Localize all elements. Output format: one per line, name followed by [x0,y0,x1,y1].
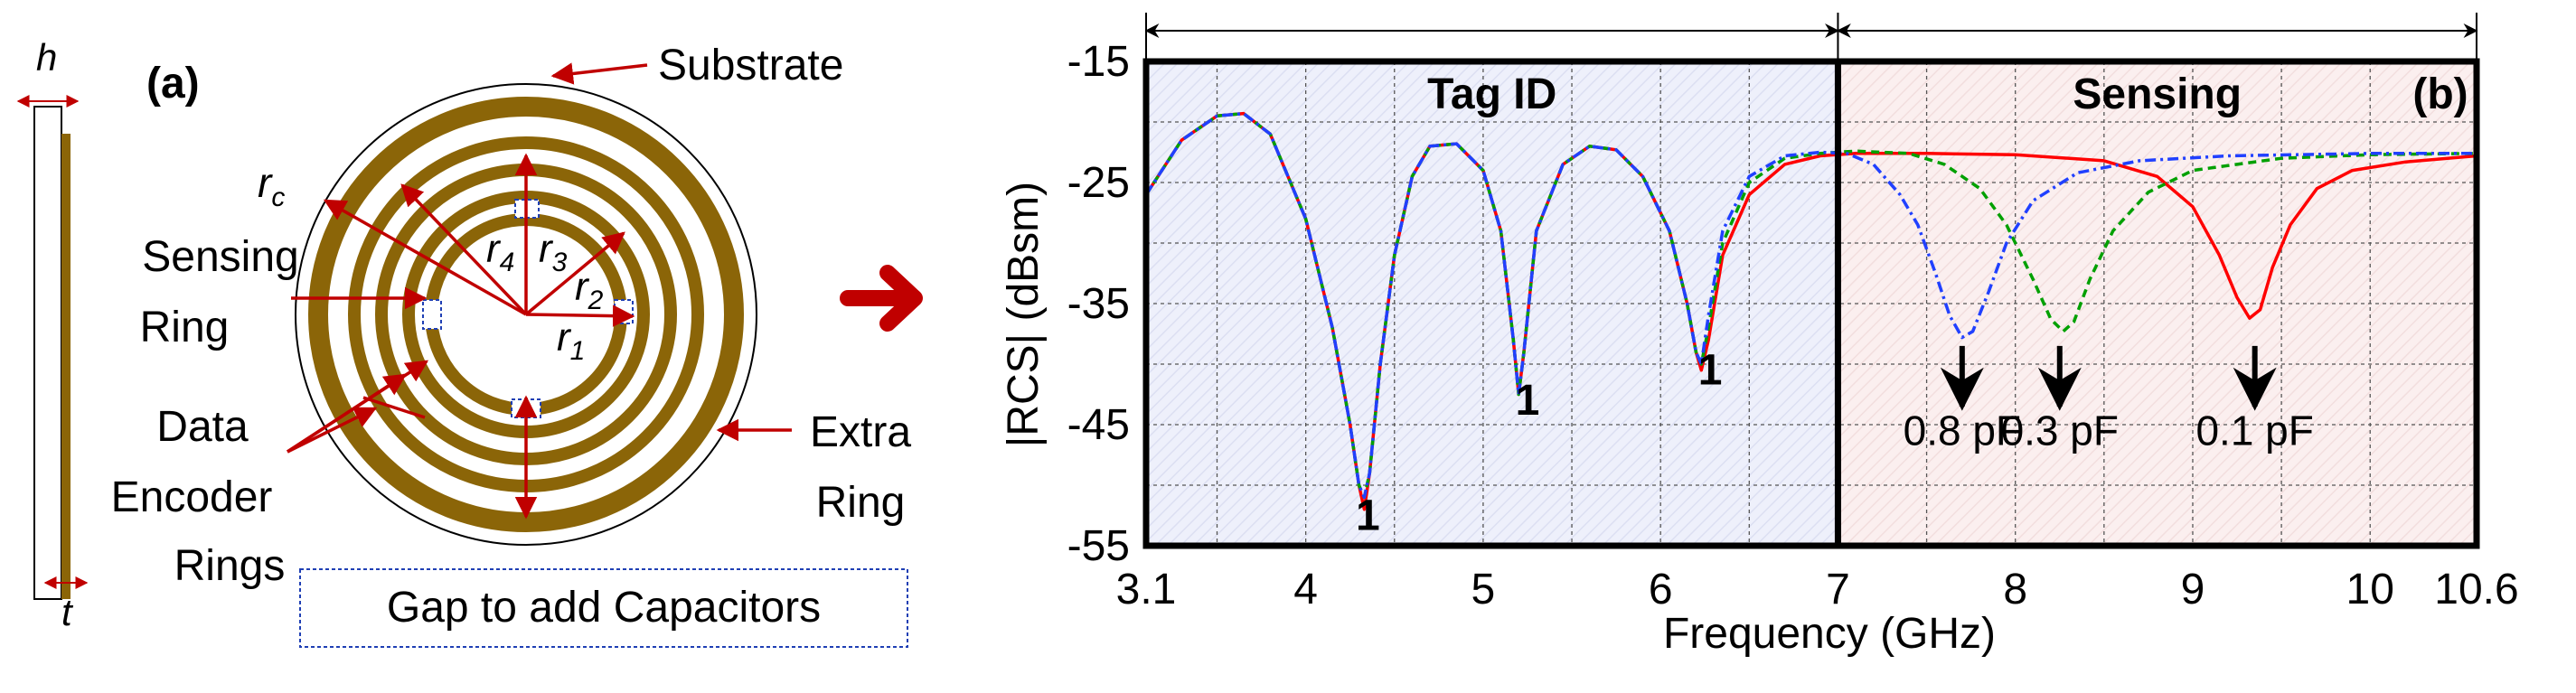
substrate-label: Substrate [658,42,843,89]
x-tick-label: 10.6 [2434,566,2518,613]
x-axis-label: Frequency (GHz) [1663,610,1996,658]
r2-label: r2 [575,265,604,315]
x-tick-label: 8 [2003,566,2027,613]
y-tick-label: -45 [1067,401,1130,449]
cap-label: 0.1 pF [2195,407,2313,454]
t-label: t [61,591,74,633]
rc-label: rc [258,159,285,212]
extra-ring-label-1: Extra [810,408,911,456]
sensing-ring-label-1: Sensing [142,233,298,281]
sensing-ring-label-2: Ring [140,304,230,351]
panel-a: h t (a) [16,36,911,648]
data-encoder-label-1: Data [156,403,249,451]
region-label-1: Sensing [2073,70,2242,118]
annotation-arrows [287,62,792,520]
region-bg-0 [1146,61,1838,546]
data-encoder-label-3: Rings [174,542,286,590]
y-axis-label: |RCS| (dBsm) [1000,182,1048,447]
plot-frame [1142,58,2480,549]
x-tick-label: 4 [1293,566,1318,613]
gap-left [422,299,442,330]
panel-b-label: (b) [2412,70,2468,118]
extra-ring-label-2: Ring [816,479,906,527]
cap-label: 0.3 pF [2001,407,2119,454]
region-label-0: Tag ID [1427,70,1556,118]
chart-ticks: 3.1 4 5 6 7 8 9 10 10.6 -55 -45 -35 -25 -15 [1067,38,2519,613]
transition-arrow [840,265,923,332]
r4-label: r4 [486,227,514,277]
r1-label: r1 [557,315,585,366]
cap-label: 0.8 pF [1904,407,2021,454]
y-tick-label: -35 [1067,280,1130,328]
h-label: h [36,36,57,79]
panel-a-label: (a) [146,60,200,108]
y-tick-label: -15 [1067,38,1130,86]
extra-ring [308,97,744,532]
y-tick-label: -55 [1067,522,1130,570]
gap-right [614,299,634,324]
bit-label: 1 [1356,492,1380,540]
x-tick-label: 3.1 [1116,566,1177,613]
data-encoder-label-2: Encoder [111,473,273,521]
x-tick-label: 6 [1649,566,1673,613]
y-tick-label: -25 [1067,159,1130,207]
chart-annotations: Tag ID Sensing 1 1 1 0.8 pF0.3 pF 0.1 pF [1356,70,2314,540]
chart-series [1144,111,2477,511]
panel-b-chart: 3.1 4 5 6 7 8 9 10 10.6 -55 -45 -35 -25 -15 Tag ID Sen… [1000,13,2519,658]
x-tick-label: 9 [2181,566,2205,613]
chart-frame [1142,13,2480,549]
r3-label: r3 [539,227,568,277]
series-line-2 [1144,111,2477,500]
bit-label: 1 [1698,347,1723,395]
bit-label: 1 [1516,377,1540,425]
x-tick-label: 7 [1826,566,1850,613]
gap-caption: Gap to add Capacitors [387,584,821,632]
chart-grid [1146,61,2477,546]
x-tick-label: 5 [1471,566,1496,613]
substrate-side-view [16,95,89,600]
gap-caption-box [299,568,908,648]
region-bg-1 [1838,61,2477,546]
x-tick-label: 10 [2346,566,2394,613]
